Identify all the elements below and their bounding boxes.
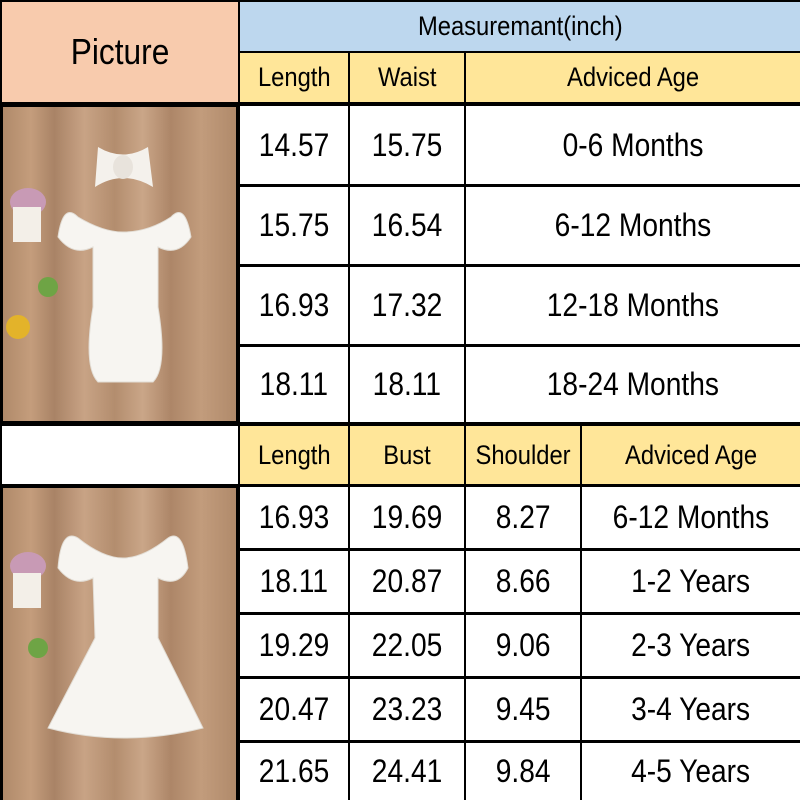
dress-column-header: Adviced Age <box>582 426 800 484</box>
dress-table-cell: 1-2 Years <box>582 551 800 612</box>
blank-cell <box>2 426 238 484</box>
dress-table-cell-text: 20.47 <box>258 691 330 727</box>
dress-table-cell-text: 4-5 Years <box>631 753 751 789</box>
romper-table-cell-text: 16.93 <box>258 287 330 323</box>
romper-table-cell: 15.75 <box>240 187 348 264</box>
dress-table-cell-text: 23.23 <box>371 691 443 727</box>
dress-table-cell-text: 19.69 <box>371 499 443 535</box>
dress-table-cell: 24.41 <box>350 743 464 800</box>
romper-column-header: Adviced Age <box>466 53 800 102</box>
romper-column-header-text: Length <box>257 62 331 92</box>
dress-table-cell: 9.45 <box>466 679 580 740</box>
romper-table-cell-text: 15.75 <box>371 126 443 163</box>
dress-table-cell-text: 8.27 <box>495 499 551 535</box>
dress-table-cell-text: 2-3 Years <box>631 627 751 663</box>
dress-table-cell: 20.47 <box>240 679 348 740</box>
dress-column-header-text: Length <box>257 439 331 470</box>
dress-column-header: Bust <box>350 426 464 484</box>
romper-photo <box>3 107 236 421</box>
picture-header: Picture <box>2 2 238 102</box>
dress-table-cell-text: 21.65 <box>258 753 330 789</box>
dress-table-cell: 21.65 <box>240 743 348 800</box>
dress-table-cell-text: 3-4 Years <box>631 691 751 727</box>
measurement-header: Measuremant(inch) <box>240 2 800 51</box>
dress-table-cell: 16.93 <box>240 487 348 548</box>
dress-table-cell: 8.27 <box>466 487 580 548</box>
romper-table-cell: 0-6 Months <box>466 106 800 184</box>
dress-table-cell-text: 20.87 <box>371 563 443 599</box>
romper-table-cell-text: 16.54 <box>371 207 443 243</box>
romper-column-header-text: Adviced Age <box>566 62 700 92</box>
romper-column-header: Waist <box>350 53 464 102</box>
dress-column-header-text: Adviced Age <box>624 439 758 470</box>
romper-table-cell: 15.75 <box>350 106 464 184</box>
romper-column-header-text: Waist <box>377 62 437 92</box>
dress-table-cell: 19.69 <box>350 487 464 548</box>
dress-table-cell: 22.05 <box>350 615 464 676</box>
dress-table-cell: 9.84 <box>466 743 580 800</box>
dress-table-cell-text: 6-12 Months <box>612 499 770 535</box>
dress-table-cell-text: 16.93 <box>258 499 330 535</box>
romper-table-cell: 18-24 Months <box>466 347 800 422</box>
dress-table-cell-text: 22.05 <box>371 627 443 663</box>
romper-table-cell-text: 18.11 <box>372 366 442 402</box>
dress-table-cell-text: 9.45 <box>495 691 551 727</box>
dress-table-cell-text: 1-2 Years <box>631 563 751 599</box>
picture-header-text: Picture <box>70 31 170 72</box>
romper-table-cell: 14.57 <box>240 106 348 184</box>
dress-table-cell: 4-5 Years <box>582 743 800 800</box>
romper-table-cell: 6-12 Months <box>466 187 800 264</box>
romper-table-cell: 18.11 <box>350 347 464 422</box>
dress-table-cell-text: 18.11 <box>259 563 329 599</box>
romper-table-cell-text: 12-18 Months <box>546 287 720 323</box>
dress-table-cell: 19.29 <box>240 615 348 676</box>
romper-table-cell: 12-18 Months <box>466 267 800 344</box>
romper-illustration <box>6 147 192 383</box>
dress-column-header-text: Bust <box>383 439 431 470</box>
dress-column-header: Length <box>240 426 348 484</box>
dress-table-cell: 8.66 <box>466 551 580 612</box>
measurement-header-text: Measuremant(inch) <box>417 11 623 41</box>
romper-table-cell-text: 14.57 <box>258 126 330 163</box>
romper-table-cell-text: 18.11 <box>259 366 329 402</box>
dress-table-cell: 23.23 <box>350 679 464 740</box>
romper-table-cell: 16.93 <box>240 267 348 344</box>
dress-table-cell: 18.11 <box>240 551 348 612</box>
romper-table-cell: 18.11 <box>240 347 348 422</box>
dress-table-cell: 9.06 <box>466 615 580 676</box>
dress-illustration <box>10 535 204 739</box>
romper-column-header: Length <box>240 53 348 102</box>
dress-table-cell: 2-3 Years <box>582 615 800 676</box>
dress-table-cell-text: 9.06 <box>495 627 551 663</box>
romper-table-cell: 16.54 <box>350 187 464 264</box>
dress-table-cell-text: 9.84 <box>495 753 551 789</box>
dress-table-cell-text: 8.66 <box>495 563 551 599</box>
romper-table-cell-text: 15.75 <box>258 207 330 243</box>
dress-column-header: Shoulder <box>466 426 580 484</box>
dress-table-cell: 3-4 Years <box>582 679 800 740</box>
romper-table-cell-text: 18-24 Months <box>546 366 720 402</box>
romper-table-cell: 17.32 <box>350 267 464 344</box>
romper-table-cell-text: 6-12 Months <box>554 207 712 243</box>
dress-photo <box>3 488 236 800</box>
dress-table-cell: 6-12 Months <box>582 487 800 548</box>
romper-table-cell-text: 17.32 <box>371 287 443 323</box>
dress-table-cell-text: 24.41 <box>371 753 443 789</box>
romper-table-cell-text: 0-6 Months <box>562 126 704 163</box>
dress-column-header-text: Shoulder <box>475 439 571 470</box>
dress-table-cell: 20.87 <box>350 551 464 612</box>
dress-table-cell-text: 19.29 <box>258 627 330 663</box>
